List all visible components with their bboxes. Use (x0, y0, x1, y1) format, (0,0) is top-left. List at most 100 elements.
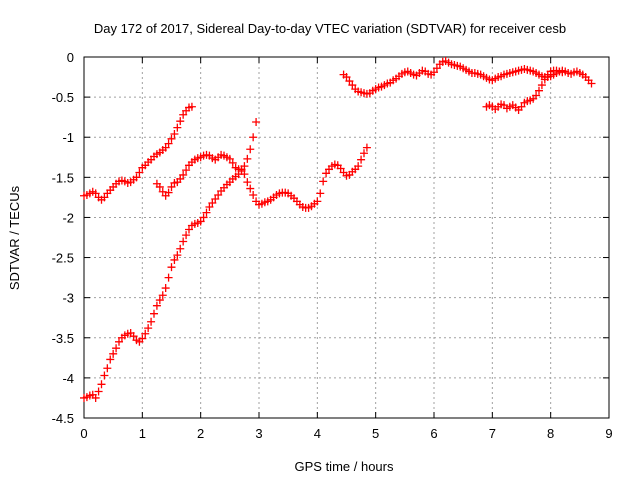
x-tick-label: 1 (139, 426, 146, 441)
data-point (106, 355, 115, 364)
data-point (202, 208, 211, 217)
data-point (587, 79, 596, 88)
data-point (132, 173, 141, 182)
data-point (94, 387, 103, 396)
data-point (360, 149, 368, 158)
data-series (152, 143, 371, 212)
data-point (141, 329, 150, 338)
data-point (152, 301, 161, 310)
data-point (249, 190, 258, 199)
x-tick-label: 2 (197, 426, 204, 441)
data-point (336, 164, 345, 173)
data-point (103, 364, 112, 373)
data-point (179, 110, 188, 119)
y-tick-label: -1 (62, 130, 74, 145)
data-point (225, 154, 234, 163)
data-point (144, 324, 153, 333)
data-point (199, 213, 208, 222)
data-point (208, 199, 217, 208)
data-point (100, 193, 109, 202)
data-series (80, 102, 196, 204)
x-tick-label: 3 (255, 426, 262, 441)
grid-layer (84, 57, 609, 418)
data-point (158, 187, 167, 196)
data-point (155, 296, 164, 305)
data-point (187, 102, 196, 111)
y-tick-label: -3.5 (52, 331, 74, 346)
data-point (540, 75, 549, 84)
x-tick-label: 6 (430, 426, 437, 441)
data-point (176, 244, 185, 253)
data-point (196, 217, 205, 226)
data-point (112, 344, 121, 353)
data-point (558, 68, 567, 77)
data-point (179, 170, 188, 179)
y-tick-label: -1.5 (52, 170, 74, 185)
data-point (354, 162, 363, 171)
data-point (185, 225, 193, 234)
data-point (91, 189, 100, 198)
data-point (240, 162, 249, 171)
x-tick-label: 8 (547, 426, 554, 441)
data-point (182, 166, 191, 175)
data-point (173, 251, 182, 260)
x-tick-label: 4 (314, 426, 321, 441)
data-point (243, 178, 252, 187)
data-point (138, 334, 147, 343)
data-point (170, 255, 179, 264)
data-point (243, 154, 252, 163)
data-series (80, 117, 261, 402)
y-tick-label: -4 (62, 371, 74, 386)
axes-layer: 0 1 2 3 4 5 6 7 8 9 0 -0.5 -1 -1.5 -2 -2.5 -3 -3.5 -4 -4.5 (52, 50, 613, 441)
data-point (252, 117, 261, 126)
y-tick-label: -2 (62, 210, 74, 225)
data-point (173, 123, 182, 132)
data-point (537, 81, 546, 90)
data-point (357, 155, 366, 164)
data-points-layer (80, 57, 596, 402)
data-point (362, 143, 371, 152)
y-tick-label: 0 (67, 50, 74, 65)
data-point (249, 133, 258, 142)
data-point (164, 139, 173, 148)
chart-title: Day 172 of 2017, Sidereal Day-to-day VTE… (94, 21, 566, 36)
data-point (109, 349, 118, 358)
data-point (532, 91, 541, 100)
data-point (179, 237, 188, 246)
data-point (246, 184, 255, 193)
x-tick-label: 7 (489, 426, 496, 441)
y-tick-label: -4.5 (52, 411, 74, 426)
data-point (176, 117, 185, 126)
data-point (322, 169, 331, 178)
data-point (205, 203, 214, 212)
data-point (129, 332, 138, 341)
data-point (228, 158, 237, 167)
data-point (164, 273, 173, 282)
x-axis-label: GPS time / hours (295, 459, 394, 474)
data-point (211, 194, 220, 203)
data-point (167, 263, 176, 272)
x-tick-label: 9 (605, 426, 612, 441)
data-point (237, 166, 246, 175)
data-point (150, 309, 158, 318)
data-point (161, 284, 170, 293)
data-point (100, 371, 109, 380)
data-point (164, 188, 173, 197)
data-point (345, 77, 354, 86)
data-point (517, 102, 526, 111)
data-point (167, 182, 176, 191)
y-tick-label: -3 (62, 291, 74, 306)
data-point (176, 174, 185, 183)
data-point (170, 130, 179, 139)
data-point (91, 393, 100, 402)
data-point (161, 143, 170, 152)
x-tick-label: 0 (80, 426, 87, 441)
data-point (115, 337, 123, 346)
data-point (535, 86, 543, 95)
data-point (155, 182, 164, 191)
plot-frame (83, 56, 610, 419)
data-point (348, 81, 357, 90)
data-point (167, 134, 176, 143)
data-point (182, 231, 191, 240)
